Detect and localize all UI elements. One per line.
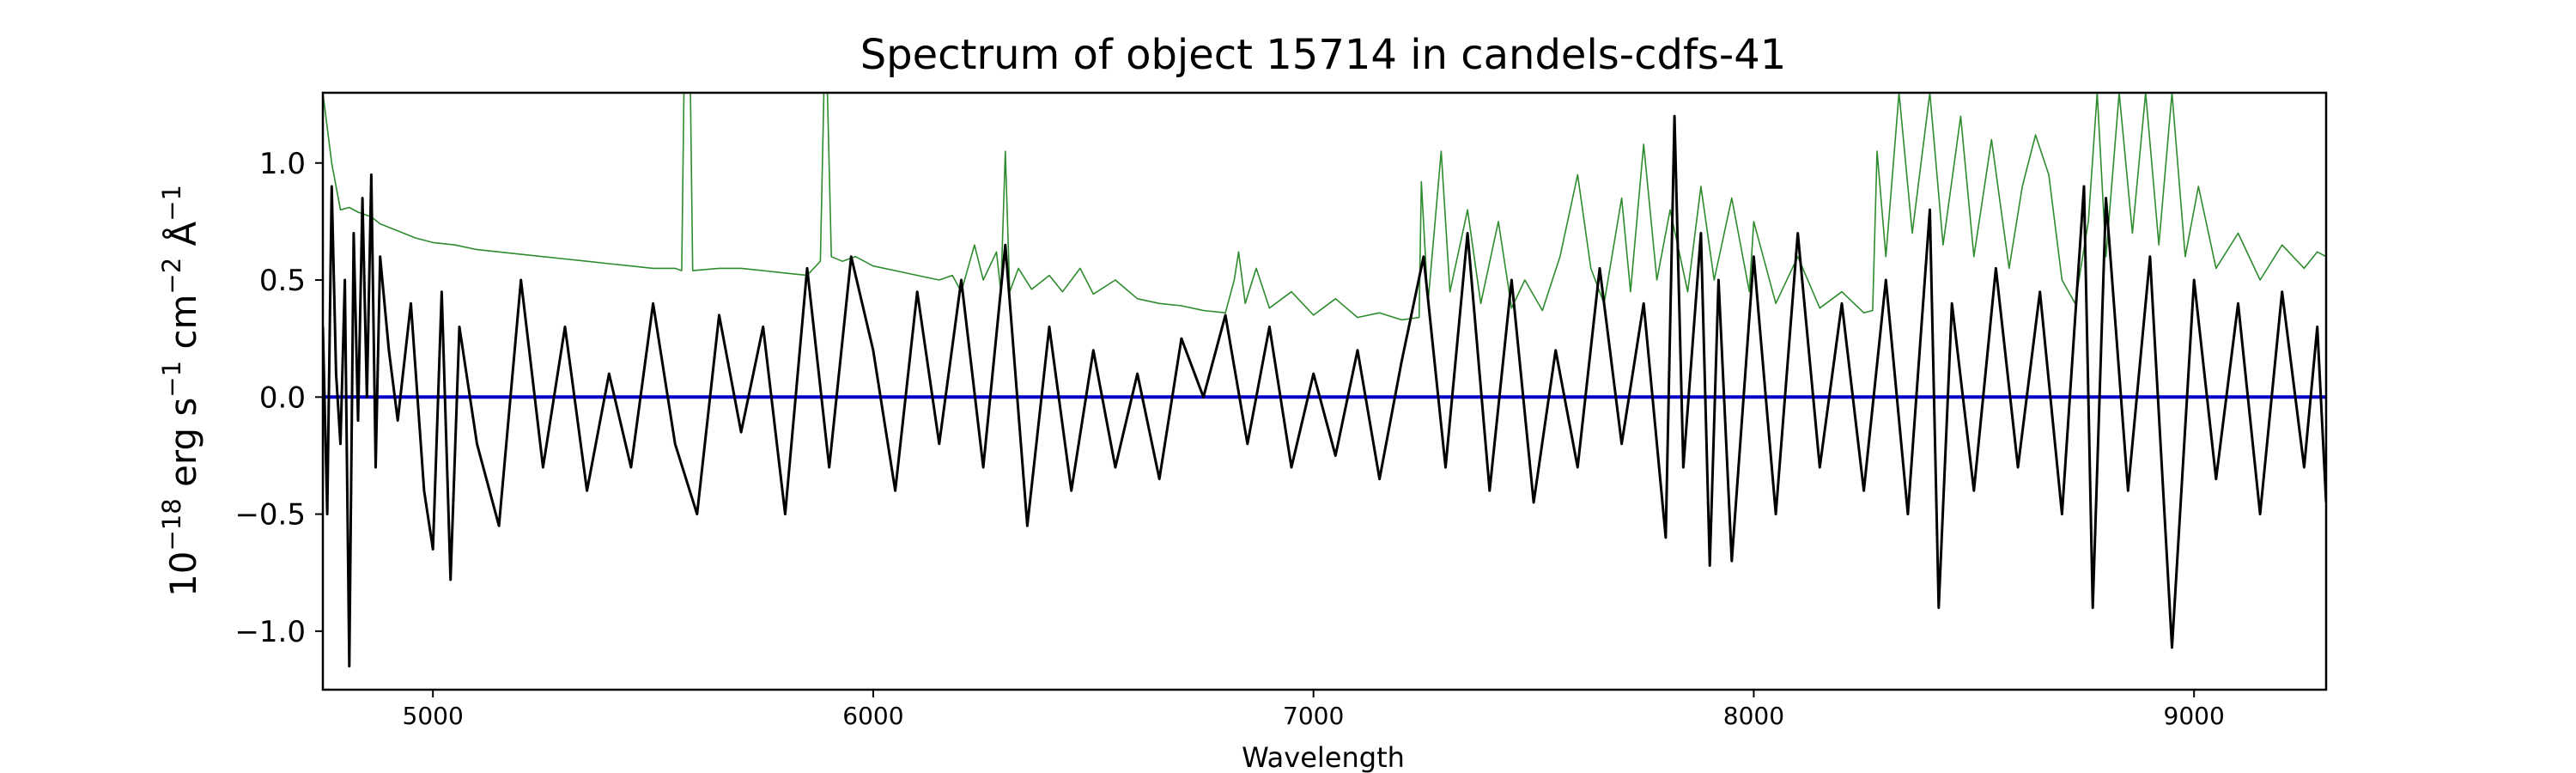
flux-series-line (323, 114, 2326, 668)
y-label-unit3: Å (161, 222, 204, 258)
y-label-unit1: erg s (162, 398, 204, 499)
y-tick-label: −1.0 (234, 615, 306, 649)
y-label-base: 10 (162, 551, 204, 597)
y-axis-ticks: −1.0 −0.5 0.0 0.5 1.0 (234, 147, 323, 649)
x-axis-label: Wavelength (1242, 741, 1405, 773)
plot-frame (321, 91, 2328, 691)
x-tick-label: 5000 (403, 702, 464, 730)
error-series-line (323, 93, 2326, 321)
x-tick-label: 6000 (842, 702, 903, 730)
x-tick-label: 7000 (1283, 702, 1344, 730)
plot-area: 5000 6000 7000 8000 9000 −1.0 −0.5 0.0 0.5 1.0 (234, 91, 2328, 730)
y-label-exp2: −1 (157, 361, 186, 398)
y-tick-label: 1.0 (259, 147, 306, 181)
x-tick-label: 9000 (2164, 702, 2225, 730)
series-layer (323, 93, 2326, 668)
y-label-exp1: −18 (157, 498, 186, 551)
x-axis-ticks: 5000 6000 7000 8000 9000 (403, 690, 2225, 730)
y-tick-label: 0.0 (259, 380, 306, 415)
y-label-exp4: −1 (157, 185, 186, 222)
y-label-unit2: cm (162, 295, 204, 361)
x-tick-label: 8000 (1723, 702, 1784, 730)
y-axis-label: 10−18 erg s−1 cm−2 Å−1 (157, 185, 204, 597)
y-tick-label: −0.5 (234, 498, 306, 533)
y-label-exp3: −2 (157, 258, 186, 295)
chart-title: Spectrum of object 15714 in candels-cdfs… (860, 31, 1787, 79)
y-tick-label: 0.5 (259, 264, 306, 298)
